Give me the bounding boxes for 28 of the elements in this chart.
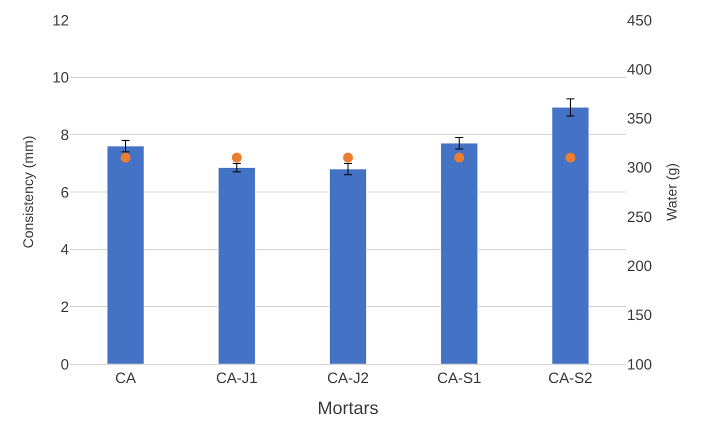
y2-tick-label: 100	[627, 356, 652, 374]
y-axis-title: Consistency (mm)	[20, 136, 36, 248]
y-tick-label: 6	[60, 184, 69, 202]
bar	[107, 146, 144, 364]
bar	[329, 168, 367, 364]
y2-tick-label: 450	[627, 12, 652, 30]
y-tick-label: 0	[60, 356, 69, 374]
y-tick-label: 8	[60, 126, 69, 144]
y2-tick-label: 250	[627, 208, 652, 226]
y-tick-label: 4	[60, 242, 69, 259]
bar	[552, 107, 589, 364]
y2-axis-title: Water (g)	[663, 163, 680, 221]
y2-tick-label: 150	[627, 307, 652, 324]
x-tick-label: CA-S2	[548, 370, 592, 387]
y2-tick-label: 200	[627, 258, 652, 275]
x-tick-label: CA-J2	[327, 370, 369, 387]
x-tick-label: CA-J1	[216, 370, 258, 387]
y2-tick-label: 300	[627, 160, 652, 177]
x-axis-title: Mortars	[317, 398, 379, 418]
x-tick-label: CA-S1	[437, 370, 482, 387]
y2-tick-label: 350	[627, 110, 652, 128]
y-tick-label: 12	[52, 12, 69, 30]
y2-tick-label: 400	[627, 61, 652, 78]
bar	[440, 143, 478, 364]
y-tick-label: 2	[60, 298, 69, 316]
y-tick-label: 10	[52, 70, 69, 87]
x-tick-label: CA	[115, 370, 136, 387]
bar	[218, 167, 256, 364]
